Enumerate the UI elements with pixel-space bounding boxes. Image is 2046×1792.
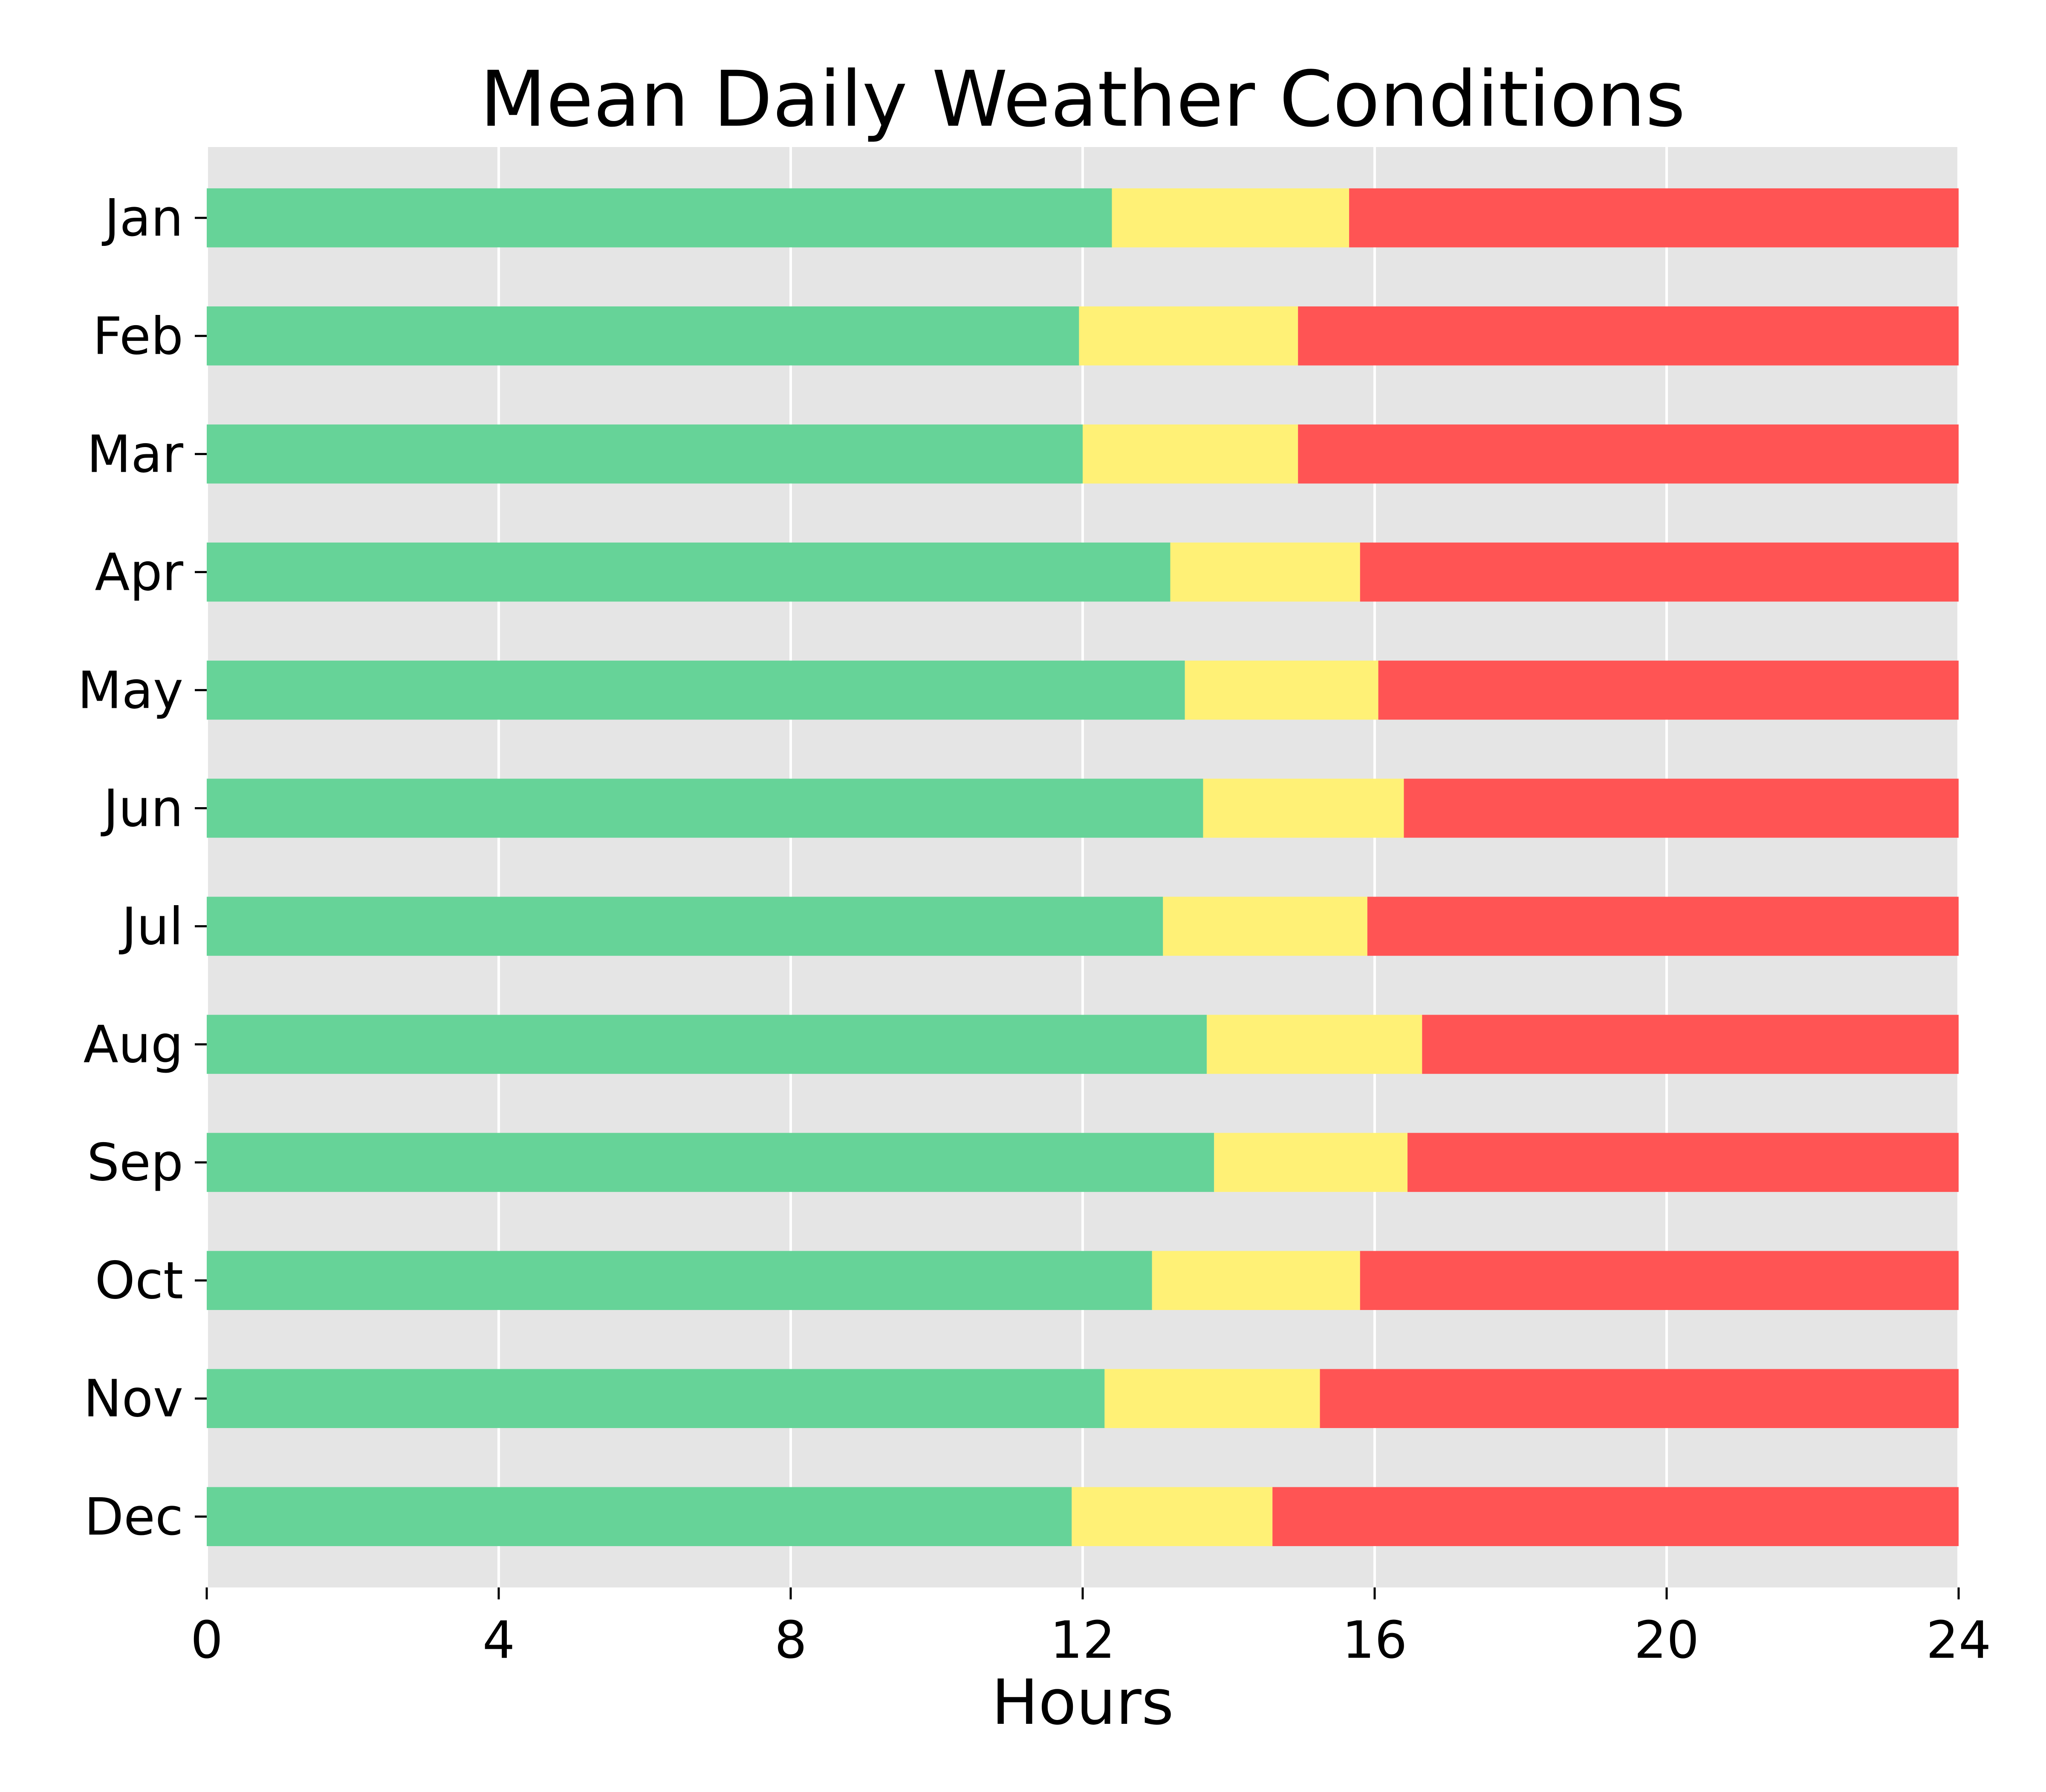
y-tick-label-jan: Jan — [101, 189, 183, 248]
y-tick-label-feb: Feb — [93, 307, 183, 366]
bar-dec-segment-1 — [207, 1487, 1072, 1547]
y-tick-label-nov: Nov — [84, 1370, 183, 1429]
bar-sep-segment-1 — [207, 1133, 1214, 1192]
x-tick-label-5: 20 — [1634, 1611, 1699, 1670]
bar-feb-segment-1 — [207, 306, 1079, 366]
bar-may-segment-3 — [1378, 661, 1959, 720]
y-tick-label-jul: Jul — [118, 897, 183, 957]
bar-may-segment-2 — [1185, 661, 1378, 720]
y-tick-label-aug: Aug — [84, 1016, 183, 1075]
bar-apr-segment-3 — [1360, 543, 1959, 602]
x-tick-label-2: 8 — [774, 1611, 807, 1670]
bar-dec-segment-3 — [1272, 1487, 1959, 1547]
y-tick-label-jun: Jun — [101, 779, 184, 838]
bar-layer — [207, 188, 1959, 1547]
bar-dec-segment-2 — [1072, 1487, 1273, 1547]
bar-mar-segment-1 — [207, 424, 1083, 484]
y-tick-label-mar: Mar — [87, 425, 184, 484]
bar-sep-segment-2 — [1214, 1133, 1408, 1192]
bar-jul-segment-3 — [1367, 897, 1959, 956]
bar-feb-segment-3 — [1298, 306, 1959, 366]
bar-nov-segment-1 — [207, 1369, 1105, 1428]
bar-jan-segment-3 — [1349, 188, 1959, 248]
bar-oct-segment-2 — [1152, 1251, 1360, 1310]
bar-apr-segment-1 — [207, 543, 1170, 602]
bar-jun-segment-3 — [1404, 779, 1959, 838]
bar-feb-segment-2 — [1079, 306, 1298, 366]
x-tick-label-0: 0 — [191, 1611, 223, 1670]
bar-jul-segment-2 — [1163, 897, 1367, 956]
y-tick-label-sep: Sep — [87, 1134, 183, 1193]
bar-jun-segment-1 — [207, 779, 1203, 838]
axis-layer: 0 4 8 12 16 20 24 Jan Feb Mar Apr May Jun Jul Aug Sep Oc… — [78, 189, 1991, 1670]
bar-aug-segment-3 — [1422, 1015, 1959, 1074]
x-tick-label-6: 24 — [1926, 1611, 1991, 1670]
bar-apr-segment-2 — [1170, 543, 1360, 602]
bar-nov-segment-3 — [1320, 1369, 1959, 1428]
y-tick-label-may: May — [78, 661, 183, 720]
grid-layer — [205, 147, 1960, 1587]
chart-title: Mean Daily Weather Conditions — [480, 55, 1685, 144]
x-axis-label: Hours — [991, 1666, 1174, 1739]
bar-mar-segment-2 — [1083, 424, 1298, 484]
bar-jul-segment-1 — [207, 897, 1163, 956]
bar-jun-segment-2 — [1203, 779, 1404, 838]
y-tick-label-dec: Dec — [84, 1488, 183, 1547]
x-tick-label-3: 12 — [1050, 1611, 1115, 1670]
y-tick-label-oct: Oct — [95, 1252, 183, 1311]
bar-may-segment-1 — [207, 661, 1185, 720]
bar-sep-segment-3 — [1407, 1133, 1959, 1192]
bar-jan-segment-1 — [207, 188, 1112, 248]
bar-aug-segment-1 — [207, 1015, 1207, 1074]
x-tick-label-4: 16 — [1342, 1611, 1407, 1670]
bar-mar-segment-3 — [1298, 424, 1959, 484]
x-tick-label-1: 4 — [483, 1611, 515, 1670]
bar-oct-segment-1 — [207, 1251, 1152, 1310]
bar-aug-segment-2 — [1207, 1015, 1422, 1074]
bar-nov-segment-2 — [1104, 1369, 1320, 1428]
y-tick-label-apr: Apr — [95, 543, 183, 602]
bar-oct-segment-3 — [1360, 1251, 1959, 1310]
bar-jan-segment-2 — [1112, 188, 1350, 248]
